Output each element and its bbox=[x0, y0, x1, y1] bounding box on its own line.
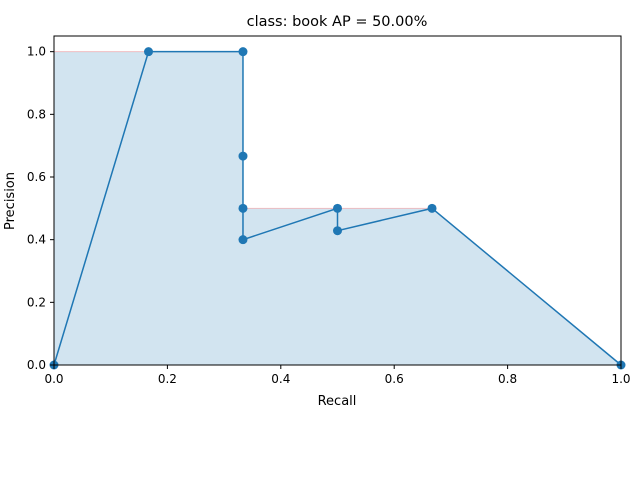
y-tick-label: 1.0 bbox=[27, 45, 46, 59]
x-tick-label: 0.2 bbox=[158, 372, 177, 386]
data-point bbox=[238, 47, 248, 57]
data-point bbox=[427, 203, 437, 213]
y-axis-ticks: 0.0 0.2 0.4 0.6 0.8 1.0 bbox=[27, 45, 54, 372]
x-axis-ticks: 0.0 0.2 0.4 0.6 0.8 1.0 bbox=[44, 365, 631, 386]
data-point bbox=[144, 47, 154, 57]
y-tick-label: 0.2 bbox=[27, 295, 46, 309]
y-tick-label: 0.8 bbox=[27, 107, 46, 121]
data-point-markers bbox=[49, 47, 626, 370]
data-point bbox=[333, 203, 342, 213]
x-axis-label: Recall bbox=[318, 394, 357, 409]
data-point bbox=[238, 203, 248, 213]
data-point bbox=[238, 235, 248, 245]
plot-frame bbox=[53, 35, 622, 366]
precision-recall-curve bbox=[53, 50, 622, 366]
y-tick-label: 0.0 bbox=[27, 358, 46, 372]
x-tick-label: 0.8 bbox=[498, 372, 517, 386]
data-point bbox=[333, 226, 342, 236]
x-tick-label: 1.0 bbox=[611, 372, 630, 386]
x-tick-label: 0.6 bbox=[385, 372, 404, 386]
y-axis-label: Precision bbox=[3, 172, 18, 230]
x-tick-label: 0.0 bbox=[44, 372, 63, 386]
data-point bbox=[238, 151, 248, 161]
y-tick-label: 0.4 bbox=[27, 233, 46, 247]
chart-title: class: book AP = 50.00% bbox=[247, 14, 428, 30]
y-tick-label: 0.6 bbox=[27, 170, 46, 184]
pr-curve-line bbox=[53, 50, 622, 366]
x-tick-label: 0.4 bbox=[271, 372, 290, 386]
